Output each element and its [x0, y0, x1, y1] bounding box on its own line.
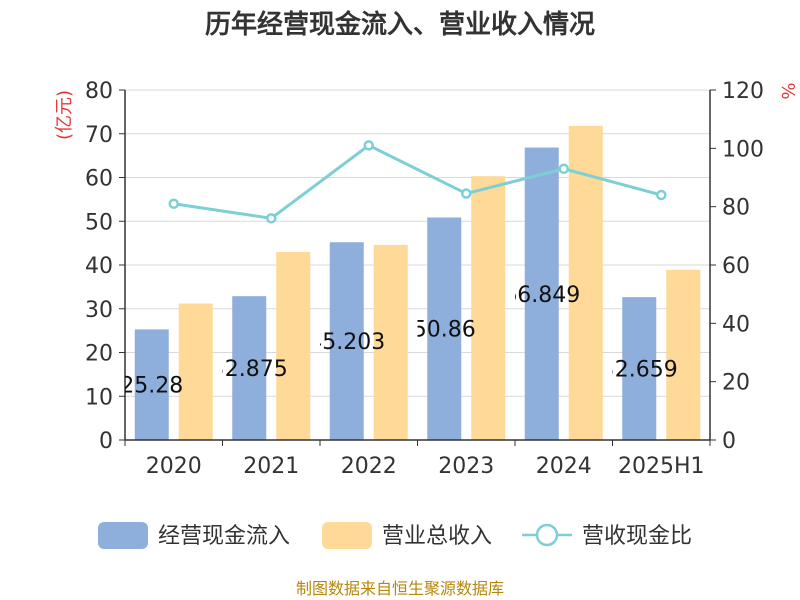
bar-value-label: 32.659 — [601, 358, 678, 383]
left-tick-label: 30 — [85, 298, 113, 323]
source-note: 制图数据来自恒生聚源数据库 — [296, 579, 504, 598]
bar-value-label: 45.203 — [308, 330, 385, 355]
left-tick-label: 50 — [85, 210, 113, 235]
grid-lines — [125, 89, 710, 397]
right-tick-label: 120 — [722, 79, 764, 104]
bar-revenue — [471, 176, 506, 440]
legend: 经营现金流入 营业总收入 营收现金比 — [98, 522, 692, 549]
left-tick-label: 0 — [99, 429, 113, 454]
bar-value-label: 66.849 — [503, 283, 580, 308]
left-tick-label: 10 — [85, 385, 113, 410]
left-tick-label: 80 — [85, 79, 113, 104]
ratio-point — [168, 198, 179, 209]
ratio-point — [656, 189, 667, 201]
bar-revenue — [178, 303, 213, 440]
bar-value-label: 32.875 — [211, 357, 288, 382]
x-tick-label: 2020 — [146, 454, 202, 479]
bar-cash-inflow — [134, 329, 169, 440]
x-tick-label: 2025H1 — [618, 454, 705, 479]
right-tick-label: 100 — [722, 137, 764, 162]
ratio-point — [363, 140, 374, 151]
bar-revenue — [276, 251, 311, 440]
bar-cash-inflow — [329, 242, 364, 440]
left-tick-label: 20 — [85, 342, 113, 367]
bar-cash-inflow — [524, 147, 559, 440]
x-tick-label: 2024 — [536, 454, 592, 479]
legend-swatch — [98, 522, 148, 549]
x-tick-label: 2023 — [438, 454, 494, 479]
legend-label: 营收现金比 — [582, 524, 692, 549]
left-axis-label: (亿元) — [54, 90, 75, 140]
right-tick-label: 60 — [722, 254, 750, 279]
bar-cash-inflow — [427, 217, 462, 440]
left-tick-label: 70 — [85, 123, 113, 148]
legend-label: 营业总收入 — [382, 524, 492, 549]
ratio-point — [461, 188, 472, 199]
ratio-point — [558, 163, 569, 174]
right-tick-label: 40 — [722, 312, 750, 337]
left-tick-label: 60 — [85, 167, 113, 192]
bar-cash-inflow — [232, 296, 267, 440]
bar-value-label: 50.86 — [413, 318, 476, 343]
line-group — [168, 140, 667, 224]
bar-group — [134, 125, 701, 440]
left-tick-label: 40 — [85, 254, 113, 279]
right-tick-label: 80 — [722, 196, 750, 221]
bar-value-label: 25.28 — [120, 374, 183, 399]
legend-label: 经营现金流入 — [158, 524, 290, 549]
legend-swatch — [322, 522, 372, 549]
legend-swatch-marker — [535, 523, 559, 547]
ratio-point — [266, 213, 277, 224]
x-tick-label: 2022 — [341, 454, 397, 479]
axes: 0 10 20 30 40 50 60 70 80 0 20 40 60 80 100 120 2020 2021… — [85, 79, 764, 479]
bar-revenue — [373, 244, 408, 440]
x-tick-label: 2021 — [243, 454, 299, 479]
right-tick-label: 20 — [722, 371, 750, 396]
bar-revenue — [666, 269, 701, 440]
right-axis-label: % — [777, 82, 798, 99]
bar-cash-inflow — [622, 297, 657, 440]
right-tick-label: 0 — [722, 429, 736, 454]
ratio-line — [173, 143, 662, 220]
data-labels: 25.28 32.875 45.203 50.86 66.849 32.659 — [120, 283, 678, 399]
chart-title: 历年经营现金流入、营业收入情况 — [205, 9, 595, 40]
